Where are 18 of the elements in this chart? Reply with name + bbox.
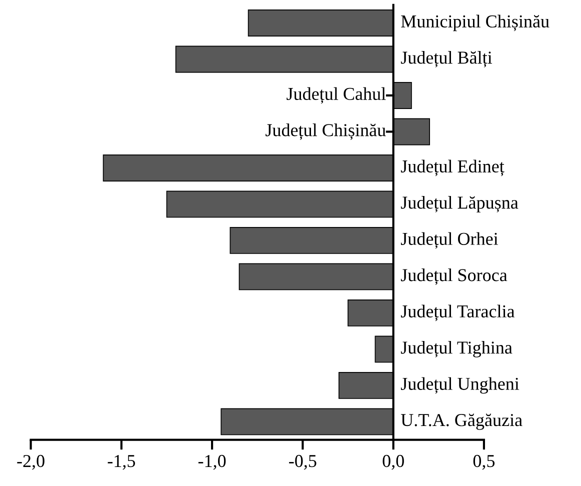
- x-tick-label: -0,5: [289, 454, 316, 470]
- y-tick-label: Județul Soroca: [400, 268, 508, 285]
- y-tick-label: Județul Chișinău: [266, 124, 386, 140]
- y-tick-label: Județul Bălți: [400, 51, 492, 68]
- x-tick-label: 0,5: [473, 454, 495, 470]
- x-tick-label: -2,0: [17, 454, 44, 470]
- x-tick-label: 0,0: [382, 454, 404, 470]
- y-tick-label: Județul Ungheni: [400, 377, 520, 394]
- y-tick-label: Județul Edineț: [400, 160, 504, 176]
- y-tick-label: Județul Taraclia: [400, 304, 515, 322]
- y-tick-label: U.T.A. Găgăuzia: [400, 414, 522, 430]
- y-tick-label: Județul Orhei: [400, 232, 498, 249]
- y-tick-label: Județul Lăpușna: [400, 196, 518, 212]
- y-tick-label: Municipiul Chișinău: [401, 14, 550, 32]
- y-tick-label: Județul Cahul: [286, 87, 386, 104]
- x-tick-label: -1,5: [108, 455, 136, 470]
- x-tick-label: -1,0: [198, 454, 226, 470]
- y-tick-label: Județul Tighina: [400, 341, 512, 358]
